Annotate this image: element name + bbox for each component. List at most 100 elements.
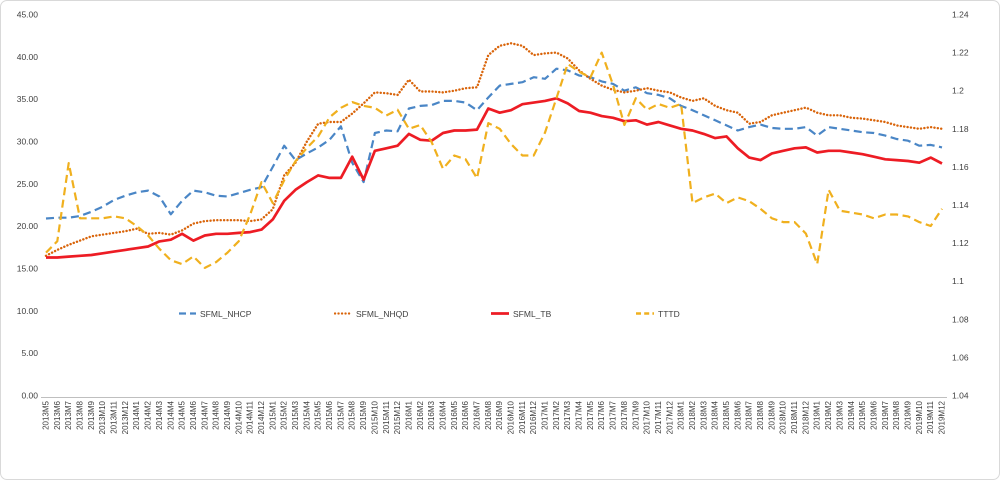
x-axis-tick-label: 2015M10 [370,400,379,434]
legend-item-sfml-nhcp: SFML_NHCP [179,307,251,320]
x-axis-tick-label: 2017M10 [643,400,652,434]
x-axis-tick-label: 2016M3 [427,400,436,429]
x-axis-tick-label: 2019M11 [926,400,935,433]
left-axis-tick-label: 20.00 [17,221,39,231]
x-axis-tick-label: 2019M8 [892,400,901,429]
left-axis-tick-label: 5.00 [21,348,38,358]
legend-line-sample-dotted-icon [334,312,352,315]
x-axis-tick-label: 2013M5 [42,400,51,429]
x-axis-tick-label: 2014M12 [257,400,266,434]
legend-item-sfml-nhqd: SFML_NHQD [334,307,408,320]
x-axis-tick-label: 2016M5 [450,400,459,429]
series-line-sfml-nhqd [44,42,944,258]
x-axis-tick-label: 2016M1 [404,400,413,429]
left-axis-tick-label: 10.00 [17,306,39,316]
x-axis-tick-label: 2016M4 [438,400,447,429]
left-axis-tick-label: 40.00 [17,52,39,62]
x-axis-tick-label: 2015M12 [393,400,402,434]
x-axis-tick-label: 2019M6 [869,400,878,429]
legend-line-sample-solid-icon [491,312,509,315]
x-axis-tick-label: 2019M4 [847,400,856,429]
legend-label: SFML_NHCP [200,308,252,319]
x-axis-tick-label: 2018M6 [733,400,742,429]
x-axis-tick-label: 2016M6 [461,400,470,429]
x-axis-tick-label: 2016M2 [416,400,425,429]
x-axis-tick-label: 2018M11 [790,400,799,433]
series-line-sfml-tb [46,96,943,259]
right-axis-tick-label: 1.2 [952,86,964,96]
legend-label: SFML_NHQD [356,308,409,319]
x-axis-tick-label: 2017M6 [597,400,606,429]
x-axis-tick-label: 2014M2 [144,400,153,429]
x-axis-tick-label: 2017M3 [563,400,572,429]
right-axis-tick-label: 1.18 [952,124,969,134]
x-axis-tick-label: 2017M8 [620,400,629,429]
x-axis-tick-label: 2015M5 [314,400,323,429]
x-axis-tick-label: 2014M8 [212,400,221,429]
x-axis-tick-label: 2014M9 [223,400,232,429]
x-axis-tick-label: 2015M4 [302,400,311,429]
x-axis-tick-label: 2018M10 [779,400,788,434]
right-axis-tick-label: 1.1 [952,276,964,286]
x-axis-tick-label: 2014M1 [132,400,141,429]
x-axis-tick-label: 2019M12 [938,400,947,434]
x-axis-tick-label: 2013M6 [53,400,62,429]
x-axis-tick-label: 2016M12 [529,400,538,434]
x-axis-tick-label: 2015M9 [359,400,368,429]
x-axis-tick-label: 2013M10 [98,400,107,434]
x-axis-tick-label: 2019M1 [813,400,822,429]
x-axis-tick-label: 2019M10 [915,400,924,434]
x-axis-tick-label: 2018M4 [711,400,720,429]
x-axis-tick-label: 2013M7 [64,400,73,429]
x-axis-tick-label: 2013M11 [110,400,119,433]
x-axis-tick-label: 2016M11 [518,400,527,433]
x-axis-tick-label: 2017M12 [665,400,674,434]
x-axis-tick-label: 2018M5 [722,400,731,429]
x-axis-tick-label: 2016M10 [507,400,516,434]
x-axis-tick-label: 2014M4 [166,400,175,429]
x-axis-tick-label: 2017M11 [654,400,663,433]
x-axis-tick-label: 2017M9 [631,400,640,429]
right-axis-tick-label: 1.04 [952,391,969,401]
x-axis-tick-label: 2015M6 [325,400,334,429]
x-axis-tick-label: 2013M12 [121,400,130,434]
right-axis-tick-label: 1.06 [952,352,969,362]
x-axis-tick-label: 2015M1 [268,400,277,429]
series-line-sfml-nhcp [45,67,943,220]
left-axis-tick-label: 30.00 [17,137,39,147]
x-axis-tick-label: 2014M3 [155,400,164,429]
x-axis-tick-label: 2014M11 [246,400,255,433]
x-axis-tick-label: 2014M7 [200,400,209,429]
right-axis-tick-label: 1.12 [952,238,969,248]
left-axis-tick-label: 35.00 [17,94,39,104]
x-axis-tick-label: 2014M5 [178,400,187,429]
left-axis-tick-label: 45.00 [17,10,39,20]
x-axis-tick-label: 2017M5 [586,400,595,429]
x-axis-tick-label: 2016M9 [495,400,504,429]
legend-label: TTTD [658,308,680,319]
x-axis-tick-label: 2019M7 [881,400,890,429]
x-axis-tick-label: 2019M3 [835,400,844,429]
x-axis-tick-label: 2018M3 [699,400,708,429]
x-axis-tick-label: 2016M7 [472,400,481,429]
x-axis-tick-label: 2018M12 [801,400,810,434]
x-axis-tick-label: 2018M2 [688,400,697,429]
legend-item-tttd: TTTD [636,307,680,320]
x-axis-tick-label: 2015M11 [382,400,391,433]
x-axis-tick-label: 2013M9 [87,400,96,429]
x-axis-tick-label: 2019M9 [903,400,912,429]
chart-legend: SFML_NHCP SFML_NHQD SFML_TB TTTD [1,307,999,321]
x-axis-tick-label: 2016M8 [484,400,493,429]
x-axis-tick-label: 2015M7 [336,400,345,429]
x-axis-tick-label: 2017M2 [552,400,561,429]
legend-line-sample-dashed-icon [179,312,196,315]
right-axis-tick-label: 1.24 [952,10,969,20]
x-axis-tick-label: 2014M6 [189,400,198,429]
right-axis-tick-label: 1.22 [952,48,969,58]
x-axis-tick-label: 2015M8 [348,400,357,429]
x-axis-tick-label: 2018M8 [756,400,765,429]
right-axis-tick-label: 1.14 [952,200,969,210]
right-axis-tick-label: 1.16 [952,162,969,172]
left-axis-tick-label: 25.00 [17,179,39,189]
